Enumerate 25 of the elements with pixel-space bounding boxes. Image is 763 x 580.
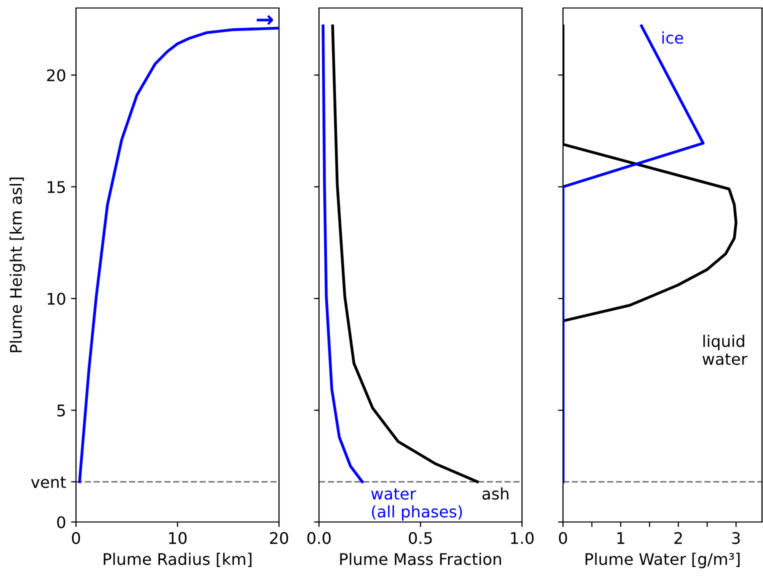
y-tick-label: 10 [48, 292, 66, 305]
x-axis-title: Plume Radius [km] [104, 552, 252, 567]
x-tick-label: 0 [558, 532, 568, 544]
x-tick-label: 1 [617, 532, 624, 544]
x-axis-title: Plume Mass Fraction [340, 552, 501, 566]
y-tick-label: 20 [47, 69, 66, 82]
text: liquid water [702, 334, 748, 366]
x-tick-label: 1.0 [511, 532, 534, 544]
series-label: ash [482, 487, 508, 500]
annotation: → [256, 14, 274, 26]
y-axis-title: Plume Height [km asl] [10, 178, 26, 352]
y-tick-label: 15 [48, 181, 65, 194]
x-tick-label: 3 [732, 532, 740, 544]
y-tick-label: 0 [57, 516, 66, 528]
y-tick-label: 5 [57, 404, 65, 417]
x-tick-label: 0.0 [307, 532, 331, 544]
x-tick-label: 10 [169, 532, 187, 544]
x-axis-title: Plume Water [g/m³] [586, 552, 740, 568]
y-tick-label: vent [31, 476, 66, 488]
x-tick-label: 0 [72, 532, 80, 544]
x-tick-label: 0.5 [408, 532, 432, 544]
x-tick-label: 20 [270, 532, 288, 544]
series-label: water (all phases) [371, 488, 462, 521]
series-label: ice [662, 31, 684, 44]
x-tick-label: 2 [674, 532, 682, 544]
